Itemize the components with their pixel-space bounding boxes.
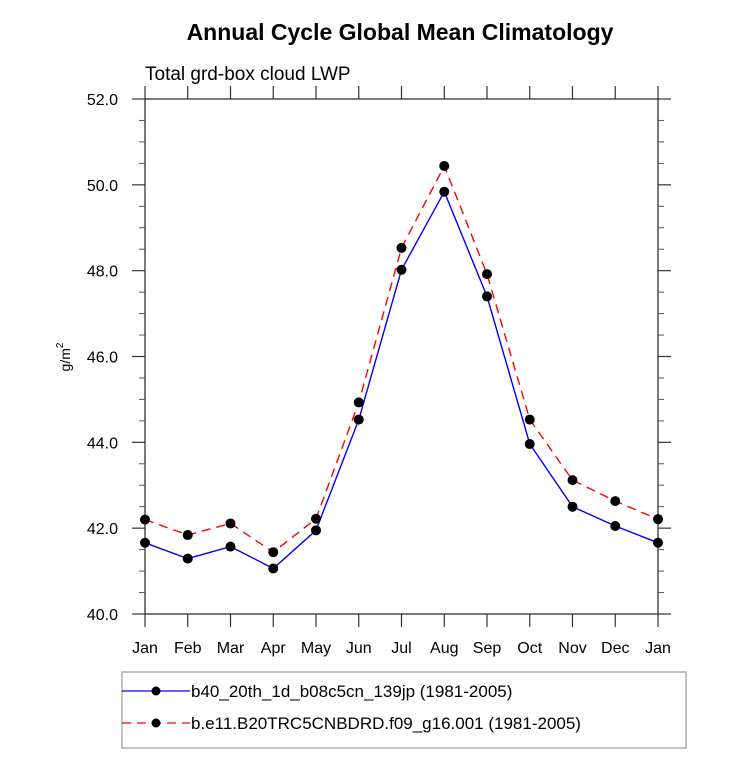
series-1-point: [353, 414, 364, 425]
plot-frame: [144, 98, 659, 615]
x-tick-label: Nov: [558, 640, 586, 657]
series-2-point: [225, 518, 236, 529]
series-2-point: [182, 530, 193, 541]
series-2-point: [439, 160, 450, 171]
x-tick-label: Feb: [174, 640, 202, 657]
series-1-point: [610, 521, 621, 532]
x-tick-label: Jan: [132, 640, 158, 657]
svg-text:g/m2: g/m2: [55, 342, 73, 371]
y-tick-label: 52.0: [87, 92, 118, 109]
y-tick-label: 46.0: [87, 350, 118, 367]
x-tick-label: Apr: [261, 640, 287, 657]
x-tick-label: Dec: [601, 640, 629, 657]
y-tick-label: 40.0: [87, 607, 118, 624]
series-2-point: [524, 414, 535, 425]
x-tick-label: Oct: [517, 640, 542, 657]
legend: b40_20th_1d_b08c5cn_139jp (1981-2005) b.…: [121, 671, 687, 749]
series-1-point: [653, 537, 663, 548]
y-axis-label: g/m2: [55, 342, 73, 371]
legend-marker-series-2: [151, 718, 161, 728]
chart-title: Annual Cycle Global Mean Climatology: [187, 19, 614, 45]
legend-label-series-2: b.e11.B20TRC5CNBDRD.f09_g16.001 (1981-20…: [191, 714, 581, 733]
series-1-point: [311, 525, 321, 536]
x-tick-label: Jun: [346, 640, 372, 657]
series-2-point: [653, 514, 663, 525]
x-tick-label: May: [301, 640, 331, 657]
series-2-point: [567, 475, 578, 486]
series-1-point: [140, 537, 150, 548]
series-1-point: [482, 291, 492, 302]
x-tick-label: Jan: [645, 640, 671, 657]
series-1-point: [439, 186, 450, 197]
series-1-point: [567, 501, 578, 512]
series-2-point: [610, 496, 621, 507]
x-tick-label: Jul: [391, 640, 411, 657]
y-tick-label: 42.0: [87, 521, 118, 538]
series-2-point: [353, 397, 364, 408]
y-tick-label: 48.0: [87, 264, 118, 281]
series-2-point: [140, 514, 150, 525]
series-1-point: [225, 541, 236, 552]
y-tick-label: 50.0: [87, 178, 118, 195]
series-1-point: [396, 264, 407, 275]
y-tick-label: 44.0: [87, 435, 118, 452]
chart-subtitle: Total grd-box cloud LWP: [145, 64, 351, 85]
series-2-point: [311, 513, 321, 524]
y-axis-label-text: g/m: [57, 348, 73, 371]
x-tick-label: Sep: [473, 640, 502, 657]
series-1-point: [524, 439, 535, 450]
axes: Jan Feb Mar Apr May Jun Jul Aug Sep Oct Nov Dec Jan 4…: [87, 86, 671, 657]
series-2-point: [396, 242, 407, 253]
series-2-point: [268, 547, 279, 558]
x-tick-label: Aug: [430, 640, 458, 657]
series-1-point: [182, 553, 193, 564]
series-line-2: [144, 164, 659, 554]
series-1-point: [268, 563, 279, 574]
series-layer: [140, 160, 663, 574]
legend-marker-series-1: [151, 686, 161, 696]
y-axis-label-superscript: 2: [55, 342, 66, 348]
x-tick-label: Mar: [217, 640, 245, 657]
series-2-point: [482, 269, 492, 280]
legend-box: [121, 671, 687, 749]
legend-label-series-1: b40_20th_1d_b08c5cn_139jp (1981-2005): [191, 682, 512, 701]
